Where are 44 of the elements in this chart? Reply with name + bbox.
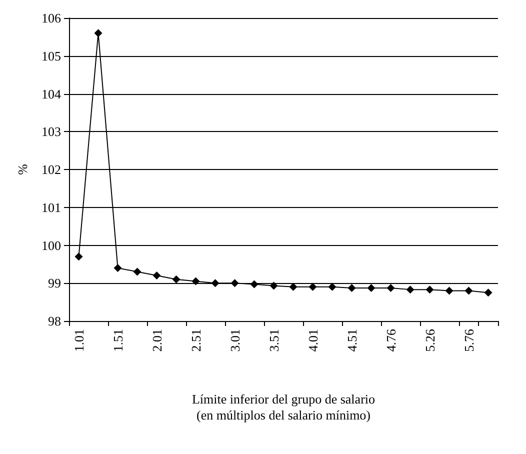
x-tick-label: 3.01: [227, 329, 242, 352]
y-tick-label: 101: [42, 200, 61, 215]
point: [445, 286, 454, 295]
point: [367, 284, 376, 292]
y-tick-label: 105: [42, 48, 61, 64]
point: [328, 282, 336, 291]
x-tick-label: 1.01: [71, 329, 86, 352]
point: [348, 284, 356, 292]
point: [426, 286, 434, 294]
point: [270, 282, 278, 290]
y-tick-label: 104: [42, 86, 62, 102]
y-tick-label: 102: [42, 162, 61, 177]
x-tick-label: 3.51: [266, 329, 282, 352]
x-tick-label: 2.01: [149, 329, 164, 352]
y-axis-title: %: [15, 164, 30, 175]
point: [464, 286, 473, 295]
point: [250, 280, 258, 288]
y-tick-label: 100: [42, 238, 61, 253]
point: [94, 29, 102, 38]
y-tick-label: 106: [42, 10, 62, 26]
point: [114, 264, 122, 272]
y-tick-label: 99: [48, 276, 61, 291]
point: [172, 275, 180, 284]
y-tick-label: 98: [48, 314, 61, 328]
point: [133, 268, 142, 276]
point: [386, 284, 395, 292]
point: [289, 282, 298, 291]
point: [152, 272, 161, 280]
x-tick-label: 4.76: [383, 328, 398, 352]
point: [74, 252, 83, 261]
x-tick-label: 4.51: [344, 329, 360, 352]
point: [484, 288, 492, 297]
point: [211, 279, 220, 288]
x-tick-label: 5.76: [461, 328, 476, 352]
y-tick-label: 103: [42, 124, 61, 140]
point: [230, 279, 239, 288]
point: [192, 277, 200, 286]
point: [406, 286, 414, 294]
x-tick-label: 2.51: [188, 329, 204, 352]
point: [308, 282, 317, 291]
x-tick-label: 1.51: [110, 329, 126, 352]
x-tick-label: 5.26: [422, 328, 438, 352]
x-axis-title: Límite inferior del grupo de salario (en múltiplos del salario mínimo): [192, 392, 376, 422]
x-tick-label: 4.01: [305, 329, 320, 352]
